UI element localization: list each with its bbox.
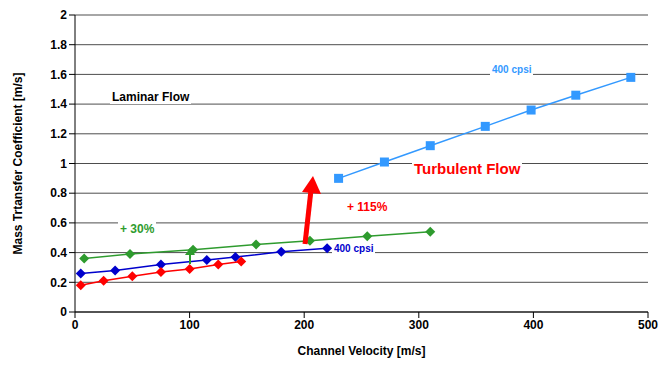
svg-text:1.4: 1.4 (50, 97, 67, 111)
html-text:Turbulent Flow: Turbulent Flow (414, 160, 521, 177)
svg-text:0.6: 0.6 (50, 216, 67, 230)
html-text:400 cpsi: 400 cpsi (334, 243, 374, 254)
svg-text:0: 0 (60, 305, 67, 319)
html-text:+ 115%: + 115% (347, 200, 388, 214)
svg-text:400: 400 (523, 318, 543, 332)
html-text:Laminar Flow: Laminar Flow (112, 90, 190, 104)
svg-text:1: 1 (60, 157, 67, 171)
svg-text:0.2: 0.2 (50, 276, 67, 290)
svg-text:0.4: 0.4 (50, 246, 67, 260)
svg-text:0.8: 0.8 (50, 186, 67, 200)
svg-text:2: 2 (60, 8, 67, 22)
svg-text:500: 500 (638, 318, 658, 332)
svg-text:1.8: 1.8 (50, 38, 67, 52)
svg-text:1.2: 1.2 (50, 127, 67, 141)
svg-text:Mass Trtansfer Coefficient [m/: Mass Trtansfer Coefficient [m/s] (11, 72, 25, 254)
svg-text:Channel Velocity [m/s]: Channel Velocity [m/s] (297, 344, 425, 358)
svg-text:0: 0 (72, 318, 79, 332)
svg-text:200: 200 (294, 318, 314, 332)
html-text:+ 30%: + 30% (120, 222, 155, 236)
html-text:400 cpsi: 400 cpsi (492, 64, 532, 75)
svg-text:100: 100 (180, 318, 200, 332)
svg-text:300: 300 (409, 318, 429, 332)
svg-text:1.6: 1.6 (50, 68, 67, 82)
